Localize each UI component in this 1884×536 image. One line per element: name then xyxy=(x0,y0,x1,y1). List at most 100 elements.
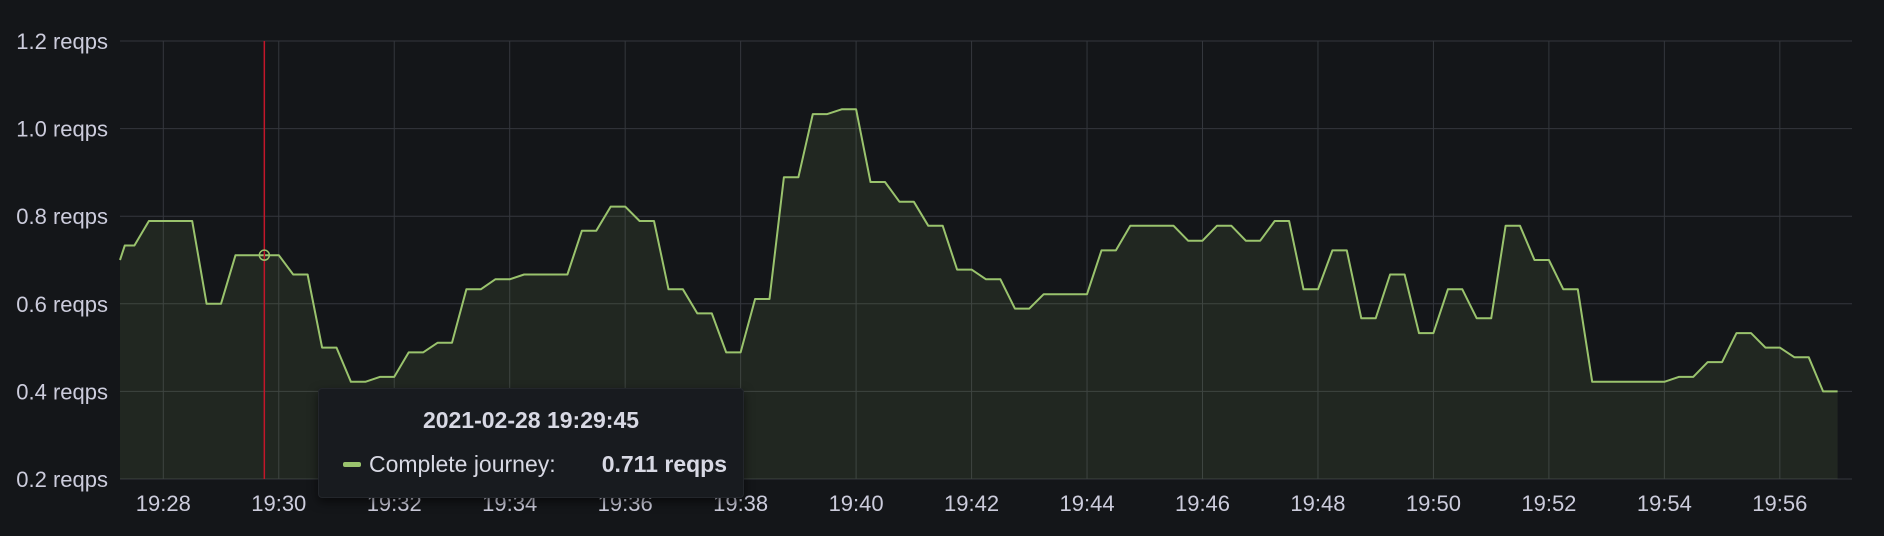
data-point xyxy=(1762,345,1768,351)
data-point xyxy=(1488,315,1494,321)
data-point xyxy=(521,271,527,277)
data-point xyxy=(882,179,888,185)
data-point xyxy=(1387,271,1393,277)
data-point xyxy=(1835,388,1841,394)
data-point xyxy=(795,174,801,180)
y-tick-label: 0.2 reqps xyxy=(16,467,108,492)
data-point xyxy=(781,174,787,180)
data-point xyxy=(997,276,1003,282)
data-point xyxy=(1661,379,1667,385)
data-point xyxy=(276,252,282,258)
data-point xyxy=(1214,223,1220,229)
y-tick-label: 0.8 reqps xyxy=(16,204,108,229)
data-point xyxy=(189,218,195,224)
data-point xyxy=(1200,238,1206,244)
data-point xyxy=(122,243,128,249)
data-point xyxy=(1026,306,1032,312)
data-point xyxy=(911,199,917,205)
data-point xyxy=(608,204,614,210)
data-point xyxy=(680,286,686,292)
hover-cursor xyxy=(258,41,271,479)
data-point xyxy=(593,228,599,234)
data-point xyxy=(723,349,729,355)
x-axis: 19:28 19:30 19:32 19:34 19:36 19:38 19:40 19:42… xyxy=(136,491,1808,516)
data-point xyxy=(1243,238,1249,244)
data-point xyxy=(492,276,498,282)
data-point xyxy=(1531,257,1537,263)
data-point xyxy=(983,276,989,282)
data-point xyxy=(969,267,975,273)
data-point xyxy=(232,252,238,258)
x-tick-label: 19:56 xyxy=(1752,491,1807,516)
data-point xyxy=(954,267,960,273)
data-point xyxy=(896,199,902,205)
data-point xyxy=(1127,223,1133,229)
x-tick-label: 19:52 xyxy=(1521,491,1576,516)
data-point xyxy=(824,111,830,117)
data-point xyxy=(1329,247,1335,253)
data-point xyxy=(738,349,744,355)
data-point xyxy=(1445,286,1451,292)
y-axis: 0.2 reqps 0.4 reqps 0.6 reqps 0.8 reqps 1.0 … xyxy=(16,29,108,492)
data-point xyxy=(1734,330,1740,336)
x-tick-label: 19:44 xyxy=(1060,491,1115,516)
data-point xyxy=(1777,345,1783,351)
data-point xyxy=(1402,271,1408,277)
data-point xyxy=(1113,247,1119,253)
data-point xyxy=(1474,315,1480,321)
data-point xyxy=(637,218,643,224)
series-color-swatch xyxy=(343,461,361,467)
data-point xyxy=(319,345,325,351)
grid xyxy=(120,40,1852,480)
data-point xyxy=(622,204,628,210)
data-point xyxy=(1315,286,1321,292)
data-point xyxy=(1705,359,1711,365)
tooltip-series-value: 0.711 reqps xyxy=(601,450,727,477)
x-tick-label: 19:48 xyxy=(1290,491,1345,516)
x-tick-label: 19:54 xyxy=(1637,491,1692,516)
data-point xyxy=(1358,315,1364,321)
data-point xyxy=(391,374,397,380)
data-point xyxy=(218,301,224,307)
data-point xyxy=(1560,286,1566,292)
data-point xyxy=(810,111,816,117)
data-point xyxy=(435,340,441,346)
data-point xyxy=(940,223,946,229)
data-point xyxy=(1185,238,1191,244)
data-point xyxy=(1012,306,1018,312)
data-point xyxy=(1098,247,1104,253)
data-point xyxy=(146,218,152,224)
data-point xyxy=(204,301,210,307)
data-point xyxy=(348,379,354,385)
data-point xyxy=(767,296,773,302)
data-point xyxy=(1589,379,1595,385)
series-area xyxy=(119,106,1841,480)
data-point xyxy=(305,271,311,277)
data-point xyxy=(1416,330,1422,336)
x-tick-label: 19:42 xyxy=(944,491,999,516)
data-point xyxy=(362,379,368,385)
data-point xyxy=(1459,286,1465,292)
data-point xyxy=(1517,223,1523,229)
series-fill xyxy=(120,109,1838,480)
cursor-point-marker xyxy=(258,249,271,261)
y-tick-label: 1.2 reqps xyxy=(16,29,108,54)
tooltip-series-name: Complete journey: xyxy=(369,450,556,477)
data-point xyxy=(1546,257,1552,263)
x-tick-label: 19:40 xyxy=(829,491,884,516)
data-point xyxy=(1228,223,1234,229)
hover-tooltip: 2021-02-28 19:29:45 Complete journey: 0.… xyxy=(318,388,744,498)
data-point xyxy=(1791,354,1797,360)
data-point xyxy=(507,276,513,282)
data-point xyxy=(839,106,845,112)
data-point xyxy=(1503,223,1509,229)
data-point xyxy=(449,340,455,346)
data-point xyxy=(1344,247,1350,253)
data-point xyxy=(1257,238,1263,244)
data-point xyxy=(420,349,426,355)
data-point xyxy=(1719,359,1725,365)
data-point xyxy=(290,271,296,277)
data-point xyxy=(1430,330,1436,336)
